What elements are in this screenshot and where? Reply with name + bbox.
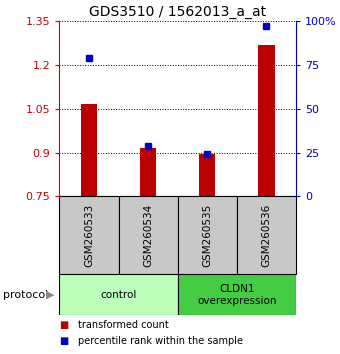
Text: control: control [100,290,137,300]
Bar [177,196,237,274]
Bar [177,274,296,315]
Text: ■: ■ [59,320,69,330]
Text: CLDN1
overexpression: CLDN1 overexpression [197,284,276,306]
Bar [119,196,177,274]
Text: GSM260533: GSM260533 [84,204,94,267]
Text: GSM260534: GSM260534 [143,204,153,267]
Bar [59,274,177,315]
Bar [81,104,97,196]
Text: GSM260536: GSM260536 [261,204,271,267]
Text: transformed count: transformed count [78,320,169,330]
Text: GSM260535: GSM260535 [202,204,212,267]
Title: GDS3510 / 1562013_a_at: GDS3510 / 1562013_a_at [89,5,266,19]
Text: percentile rank within the sample: percentile rank within the sample [78,336,243,346]
Bar [199,154,216,196]
Text: protocol: protocol [3,290,49,300]
Bar [140,148,156,196]
Text: ▶: ▶ [46,290,54,300]
Bar [237,196,296,274]
Text: ■: ■ [59,336,69,346]
Bar [59,196,119,274]
Bar [258,45,274,196]
